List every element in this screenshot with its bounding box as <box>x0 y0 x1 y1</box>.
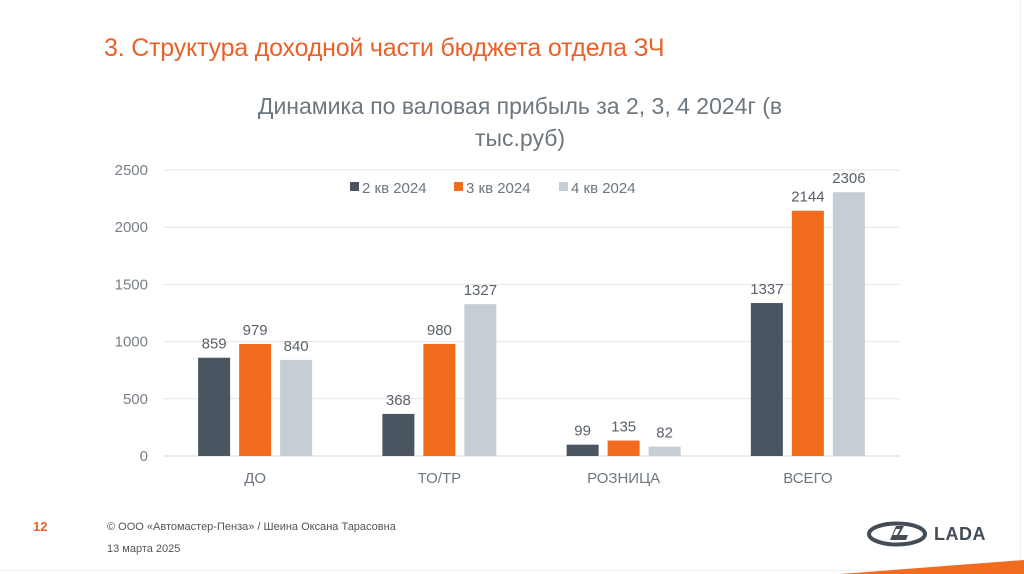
footer-date: 13 марта 2025 <box>107 543 181 555</box>
lada-logo: LADA <box>866 521 986 547</box>
legend: 2 кв 2024 3 кв 2024 4 кв 2024 <box>350 180 636 197</box>
y-tick-label: 1000 <box>115 334 148 351</box>
data-label: 368 <box>386 392 411 409</box>
data-label: 1337 <box>750 281 783 298</box>
bar <box>566 444 599 456</box>
bar <box>832 192 865 456</box>
legend-swatch <box>350 182 359 191</box>
bars <box>198 192 865 456</box>
data-label: 2306 <box>832 170 865 187</box>
data-label: 859 <box>202 336 227 353</box>
footer-copyright: © ООО «Автомастер-Пенза» / Шеина Оксана … <box>107 521 396 533</box>
page-number: 12 <box>33 519 48 534</box>
category-label: ДО <box>244 470 266 487</box>
category-label: ВСЕГО <box>783 470 832 487</box>
bar <box>791 210 824 456</box>
bar <box>198 357 231 456</box>
bar <box>280 359 313 456</box>
bar <box>750 303 783 456</box>
legend-label: 4 кв 2024 <box>571 180 636 197</box>
data-label: 980 <box>427 322 452 339</box>
slide-title: 3. Структура доходной части бюджета отде… <box>104 34 665 62</box>
bar <box>464 304 497 456</box>
chart-title-line2: тыс.руб) <box>474 125 566 151</box>
category-label: ТО/ТР <box>418 470 462 487</box>
bar <box>423 343 456 456</box>
data-label: 135 <box>611 419 636 436</box>
legend-swatch <box>559 182 568 191</box>
chart-title: Динамика по валовая прибыль за 2, 3, 4 2… <box>180 90 860 154</box>
bar <box>382 413 415 456</box>
lada-emblem-icon <box>867 521 927 547</box>
y-tick-label: 500 <box>123 391 148 408</box>
data-labels: 859 979 840 368 980 1327 99 135 82 1337 2144 2306 <box>202 170 866 441</box>
logo-text: LADA <box>934 523 986 544</box>
bar <box>607 440 640 456</box>
legend-label: 2 кв 2024 <box>362 180 427 197</box>
y-tick-label: 1500 <box>115 276 148 293</box>
x-axis-categories: ДО ТО/ТР РОЗНИЦА ВСЕГО <box>244 470 832 487</box>
category-label: РОЗНИЦА <box>587 470 660 487</box>
data-label: 1327 <box>464 282 497 299</box>
legend-label: 3 кв 2024 <box>466 180 531 197</box>
data-label: 99 <box>574 423 591 440</box>
bar <box>239 344 272 456</box>
chart-title-line1: Динамика по валовая прибыль за 2, 3, 4 2… <box>257 93 783 119</box>
bar <box>648 446 681 456</box>
y-tick-label: 0 <box>140 448 148 465</box>
data-label: 82 <box>656 425 673 442</box>
legend-swatch <box>454 182 463 191</box>
y-tick-label: 2500 <box>115 162 148 179</box>
data-label: 979 <box>243 322 268 339</box>
y-axis-ticks: 0 500 1000 1500 2000 2500 <box>115 162 148 465</box>
data-label: 840 <box>284 338 309 355</box>
y-tick-label: 2000 <box>115 219 148 236</box>
data-label: 2144 <box>791 189 824 206</box>
